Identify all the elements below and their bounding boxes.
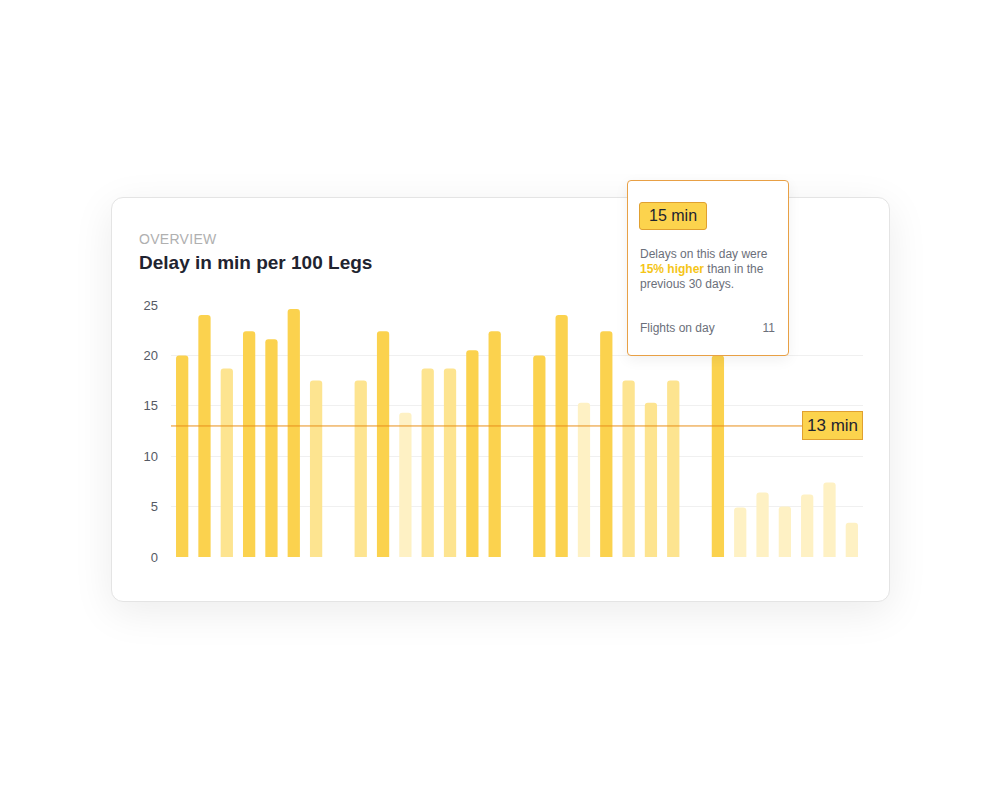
svg-text:13 min: 13 min xyxy=(807,416,858,435)
svg-text:5: 5 xyxy=(151,499,158,514)
html-text:Delays on this day were: Delays on this day were xyxy=(640,247,768,261)
svg-text:20: 20 xyxy=(144,348,158,363)
html-text:OVERVIEW: OVERVIEW xyxy=(139,231,217,247)
html-text:15 min: 15 min xyxy=(649,207,697,224)
html-text:11: 11 xyxy=(762,321,775,335)
svg-text:10: 10 xyxy=(144,449,158,464)
html-text:15% higher than in the previou: 15% higher than in the previous 30 days. xyxy=(640,262,764,291)
svg-text:15: 15 xyxy=(144,398,158,413)
svg-text:0: 0 xyxy=(151,550,158,565)
html-text:Flights on day: Flights on day xyxy=(640,321,715,335)
html-text:Delay in min per 100 Legs: Delay in min per 100 Legs xyxy=(139,252,373,273)
svg-text:25: 25 xyxy=(144,298,158,313)
